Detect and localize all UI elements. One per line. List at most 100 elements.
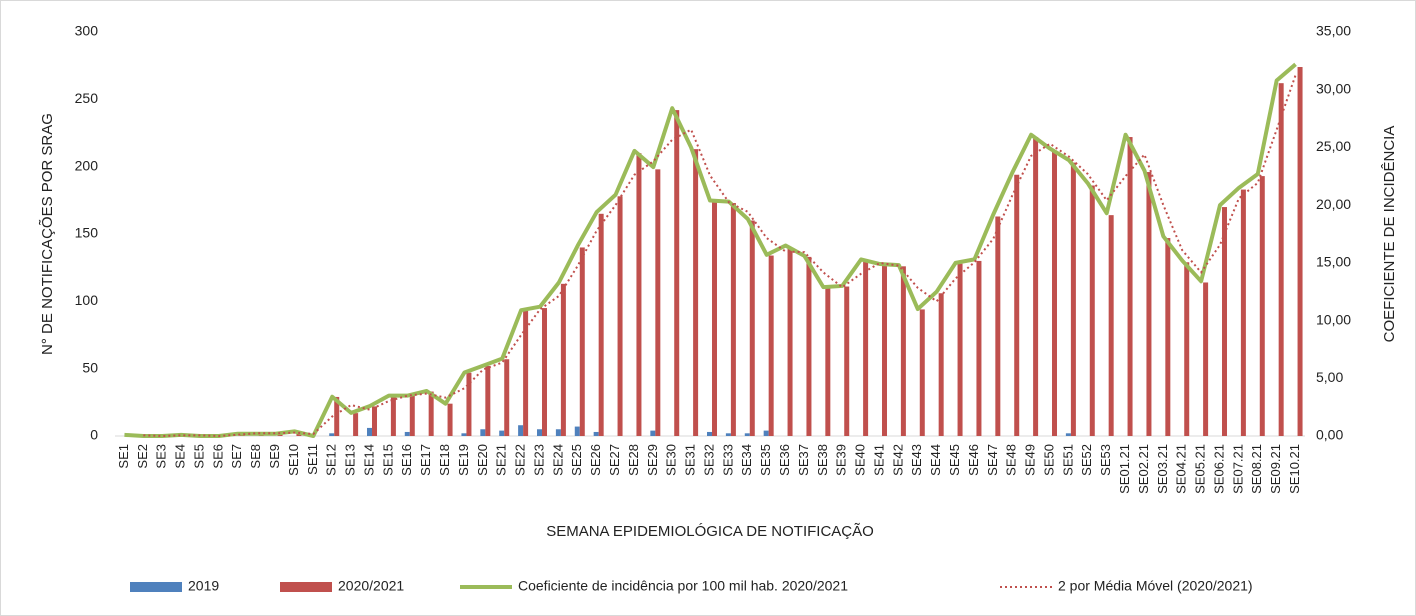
bar: [693, 149, 699, 436]
x-tick-label: SE13: [343, 444, 358, 476]
x-tick-label: SE20: [475, 444, 490, 476]
bar: [1184, 262, 1190, 436]
bar: [574, 426, 580, 436]
y-tick-label: 100: [75, 292, 99, 308]
legend-swatch: [280, 582, 332, 592]
x-tick-label: SE49: [1023, 444, 1038, 476]
legend-label: 2019: [188, 578, 219, 594]
x-tick-label: SE41: [871, 444, 886, 476]
bar: [976, 260, 982, 436]
bar: [1127, 137, 1133, 437]
bar: [353, 413, 359, 436]
y2-tick-label: 15,00: [1316, 254, 1351, 270]
bar: [650, 430, 656, 436]
x-tick-label: SE15: [380, 444, 395, 476]
x-tick-label: SE40: [853, 444, 868, 476]
x-tick-label: SE1: [116, 444, 131, 469]
x-tick-label: SE09.21: [1268, 444, 1283, 494]
x-tick-label: SE47: [985, 444, 1000, 476]
x-tick-label: SE11: [305, 444, 320, 475]
x-tick-label: SE4: [173, 444, 188, 469]
x-tick-label: SE07.21: [1230, 444, 1245, 494]
x-tick-label: SE32: [701, 444, 716, 476]
bar: [1297, 67, 1303, 436]
bar: [806, 256, 812, 436]
x-tick-label: SE27: [607, 444, 622, 476]
x-tick-label: SE21: [494, 444, 509, 476]
bar: [674, 110, 680, 437]
x-tick-label: SE33: [720, 444, 735, 476]
x-tick-label: SE37: [796, 444, 811, 476]
y2-tick-label: 20,00: [1316, 196, 1351, 212]
x-tick-label: SE14: [361, 444, 376, 476]
x-tick-label: SE6: [210, 444, 225, 469]
y-tick-label: 50: [82, 359, 98, 375]
x-tick-label: SE12: [324, 444, 339, 476]
x-tick-label: SE34: [739, 444, 754, 476]
y2-tick-label: 35,00: [1316, 23, 1351, 39]
x-tick-label: SE35: [758, 444, 773, 476]
bar: [787, 247, 793, 436]
x-tick-label: SE25: [569, 444, 584, 476]
bar: [329, 433, 335, 436]
x-tick-label: SE39: [834, 444, 849, 476]
x-tick-label: SE22: [513, 444, 528, 476]
x-tick-label: SE9: [267, 444, 282, 469]
x-tick-label: SE42: [890, 444, 905, 476]
x-tick-label: SE50: [1041, 444, 1056, 476]
bar: [428, 391, 434, 436]
x-tick-label: SE06.21: [1211, 444, 1226, 494]
y2-tick-label: 10,00: [1316, 311, 1351, 327]
bar: [744, 433, 750, 436]
x-tick-label: SE45: [947, 444, 962, 476]
x-tick-label: SE7: [229, 444, 244, 469]
x-tick-label: SE5: [191, 444, 206, 469]
y2-tick-label: 5,00: [1316, 369, 1343, 385]
x-tick-label: SE04.21: [1174, 444, 1189, 494]
bar: [1222, 207, 1227, 436]
bar: [1146, 172, 1152, 436]
bar: [404, 431, 410, 436]
bar: [537, 429, 542, 436]
x-tick-label: SE3: [154, 444, 169, 469]
line-series: [124, 62, 1297, 438]
bar: [480, 429, 486, 436]
x-tick-label: SE03.21: [1155, 444, 1170, 494]
bar: [900, 266, 906, 436]
x-axis-title: SEMANA EPIDEMIOLÓGICA DE NOTIFICAÇÃO: [546, 523, 874, 540]
x-tick-label: SE52: [1079, 444, 1094, 476]
bar: [334, 396, 340, 436]
legend-label: 2020/2021: [338, 578, 404, 594]
bar: [1278, 83, 1284, 436]
y-tick-label: 150: [75, 225, 99, 241]
bar: [1065, 433, 1071, 436]
bar: [504, 359, 510, 436]
legend-label: 2 por Média Móvel (2020/2021): [1058, 578, 1253, 594]
x-tick-label: SE24: [550, 444, 565, 476]
y2-tick-label: 0,00: [1316, 427, 1343, 443]
bar: [712, 201, 717, 436]
y-tick-label: 250: [75, 90, 99, 106]
bar: [1033, 137, 1039, 437]
x-tick-label: SE2: [135, 444, 150, 469]
bar: [938, 293, 944, 436]
bar: [542, 308, 547, 436]
bar: [593, 431, 599, 436]
x-tick-label: SE02.21: [1136, 444, 1151, 494]
x-tick-label: SE17: [418, 444, 433, 476]
legend-swatch: [130, 582, 182, 592]
x-tick-label: SE8: [248, 444, 263, 469]
x-tick-label: SE18: [437, 444, 452, 476]
bar: [598, 213, 604, 436]
x-tick-label: SE29: [645, 444, 660, 476]
x-tick-label: SE36: [777, 444, 792, 476]
legend-label: Coeficiente de incidência por 100 mil ha…: [518, 578, 848, 594]
bar: [1203, 282, 1209, 436]
y-tick-label: 200: [75, 157, 99, 173]
y2-tick-label: 25,00: [1316, 138, 1351, 154]
bar: [485, 365, 491, 436]
bar: [560, 283, 566, 436]
bar: [882, 264, 887, 436]
bar: [447, 403, 453, 436]
